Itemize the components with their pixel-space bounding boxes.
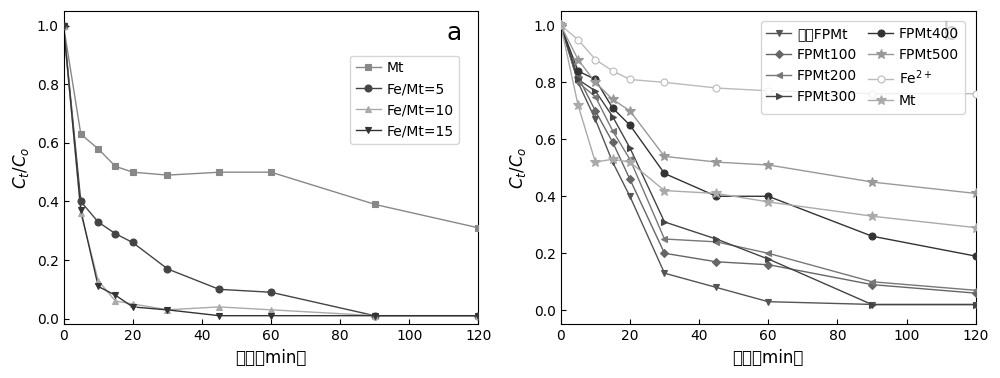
X-axis label: 时间（min）: 时间（min） [733,349,804,367]
Text: b: b [943,20,959,45]
Legend: Mt, Fe/Mt=5, Fe/Mt=10, Fe/Mt=15: Mt, Fe/Mt=5, Fe/Mt=10, Fe/Mt=15 [350,56,459,144]
Text: a: a [447,20,462,45]
Y-axis label: $C_t/C_o$: $C_t/C_o$ [11,147,31,189]
Y-axis label: $C_t/C_o$: $C_t/C_o$ [508,147,528,189]
Legend: 初始FPMt, FPMt100, FPMt200, FPMt300, FPMt400, FPMt500, Fe$^{2+}$, Mt: 初始FPMt, FPMt100, FPMt200, FPMt300, FPMt4… [761,21,965,114]
X-axis label: 时间（min）: 时间（min） [235,349,307,367]
